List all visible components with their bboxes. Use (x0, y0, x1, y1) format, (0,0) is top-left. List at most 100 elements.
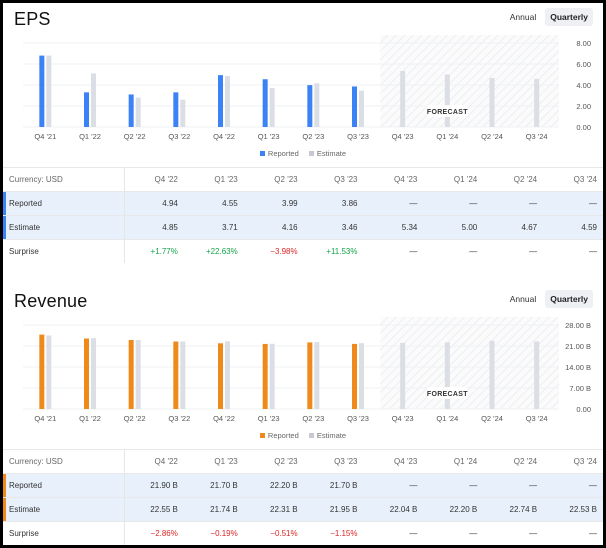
revenue-column-header: Q4 '22 (154, 457, 178, 466)
revenue-estimate-bar[interactable] (225, 341, 230, 409)
eps-column-header: Q4 '22 (154, 175, 178, 184)
revenue-reported-bar[interactable] (262, 343, 268, 409)
revenue-column-header: Q4 '23 (394, 457, 418, 466)
eps-cell: — (469, 247, 478, 256)
eps-reported-bar[interactable] (262, 79, 268, 127)
eps-cell: — (543, 191, 603, 216)
revenue-cell: 21.90 B (124, 473, 184, 498)
revenue-xtick-label: Q1 '22 (79, 414, 101, 423)
revenue-legend-reported[interactable]: Reported (259, 431, 299, 440)
revenue-column-header: Q3 '24 (573, 457, 597, 466)
revenue-table: Currency: USD Q4 '22 Q1 '23 Q2 '23 Q3 '23 Q4 … (3, 449, 603, 545)
revenue-xtick-label: Q2 '24 (481, 414, 503, 423)
eps-column-header: Q2 '23 (274, 175, 298, 184)
revenue-annual-button[interactable]: Annual (509, 294, 537, 304)
eps-ytick-label: 0.00 (576, 123, 591, 132)
eps-xtick-label: Q2 '22 (124, 132, 146, 141)
revenue-estimate-bar[interactable] (400, 342, 406, 409)
revenue-xtick-label: Q2 '23 (302, 414, 324, 423)
eps-estimate-bar[interactable] (91, 73, 96, 127)
eps-annual-button[interactable]: Annual (509, 12, 537, 22)
revenue-row-label: Estimate (3, 497, 125, 522)
revenue-estimate-bar[interactable] (314, 342, 320, 409)
eps-estimate-bar[interactable] (400, 70, 406, 127)
eps-reported-bar[interactable] (352, 86, 357, 127)
eps-reported-bar[interactable] (128, 94, 134, 127)
eps-xtick-label: Q3 '22 (168, 132, 190, 141)
eps-column-header: Q1 '24 (453, 175, 478, 184)
revenue-reported-bar[interactable] (352, 343, 357, 409)
revenue-estimate-bar[interactable] (534, 341, 540, 409)
eps-estimate-bar[interactable] (225, 76, 230, 127)
revenue-xtick-label: Q2 '22 (124, 414, 146, 423)
eps-estimate-bar[interactable] (269, 88, 275, 127)
eps-reported-bar[interactable] (39, 55, 45, 127)
eps-estimate-bar[interactable] (359, 90, 364, 127)
eps-forecast-badge: FORECAST (427, 105, 468, 117)
eps-legend-estimate[interactable]: Estimate (308, 149, 346, 158)
eps-quarterly-button[interactable]: Quarterly (545, 8, 593, 26)
revenue-cell: — (483, 473, 544, 498)
revenue-cell: −0.51% (270, 529, 298, 538)
revenue-title: Revenue (14, 291, 88, 311)
revenue-estimate-bar[interactable] (135, 340, 141, 409)
revenue-estimate-bar[interactable] (359, 343, 364, 409)
eps-legend-reported[interactable]: Reported (259, 149, 299, 158)
eps-table: Currency: USD Q4 '22 Q1 '23 Q2 '23 Q3 '23 Q4 … (3, 167, 603, 263)
revenue-reported-bar[interactable] (39, 334, 45, 409)
revenue-estimate-bar[interactable] (91, 338, 96, 409)
eps-forecast-label: FORECAST (427, 109, 468, 116)
eps-cell: 3.46 (303, 215, 364, 240)
eps-estimate-bar[interactable] (444, 74, 450, 128)
revenue-cell: −0.19% (210, 529, 238, 538)
eps-estimate-bar[interactable] (314, 83, 320, 127)
eps-estimate-bar[interactable] (489, 77, 495, 127)
revenue-cell: 21.70 B (183, 473, 244, 498)
eps-reported-bar[interactable] (173, 92, 179, 127)
eps-cell: 3.99 (243, 191, 304, 216)
revenue-reported-bar[interactable] (173, 341, 179, 410)
eps-cell: +1.77% (150, 247, 178, 256)
revenue-reported-bar[interactable] (218, 343, 223, 409)
revenue-estimate-bar[interactable] (46, 335, 52, 410)
eps-cell: 3.86 (303, 191, 364, 216)
eps-estimate-bar[interactable] (534, 78, 540, 127)
revenue-legend-estimate[interactable]: Estimate (308, 431, 346, 440)
estimate-swatch (308, 433, 314, 438)
eps-column-header: Q2 '24 (513, 175, 538, 184)
eps-cell: +11.53% (326, 247, 358, 256)
eps-cell: — (423, 191, 484, 216)
eps-reported-bar[interactable] (218, 75, 223, 127)
revenue-legend-reported-label: Reported (267, 431, 299, 440)
revenue-reported-bar[interactable] (84, 338, 89, 410)
revenue-column-header: Q1 '23 (214, 457, 238, 466)
eps-cell: — (589, 247, 597, 256)
eps-estimate-bar[interactable] (46, 55, 52, 127)
revenue-currency-label: Currency: USD (3, 449, 125, 474)
revenue-cell: 21.74 B (183, 497, 244, 522)
eps-xtick-label: Q2 '24 (481, 132, 503, 141)
eps-xtick-label: Q3 '24 (526, 132, 548, 141)
eps-reported-bar[interactable] (84, 92, 89, 127)
eps-cell: 4.67 (483, 215, 544, 240)
revenue-estimate-bar[interactable] (180, 341, 186, 410)
eps-currency-label: Currency: USD (3, 167, 125, 192)
revenue-estimate-bar[interactable] (489, 340, 495, 409)
eps-column-header: Q3 '23 (334, 175, 358, 184)
revenue-column-header: Q2 '24 (513, 457, 538, 466)
revenue-reported-bar[interactable] (128, 340, 134, 409)
revenue-ytick-label: 7.00 B (569, 384, 591, 393)
eps-estimate-bar[interactable] (135, 97, 141, 127)
eps-row-label: Surprise (3, 239, 125, 263)
eps-cell: 3.71 (183, 215, 244, 240)
revenue-forecast-label: FORECAST (427, 391, 468, 398)
revenue-row-label: Surprise (3, 521, 125, 545)
revenue-estimate-bar[interactable] (444, 342, 450, 409)
eps-estimate-bar[interactable] (180, 99, 186, 127)
revenue-estimate-bar[interactable] (269, 343, 275, 409)
revenue-cell: −1.15% (330, 529, 358, 538)
revenue-quarterly-button[interactable]: Quarterly (545, 290, 593, 308)
revenue-reported-bar[interactable] (307, 342, 313, 409)
eps-reported-bar[interactable] (307, 85, 313, 127)
revenue-cell: — (363, 473, 424, 498)
